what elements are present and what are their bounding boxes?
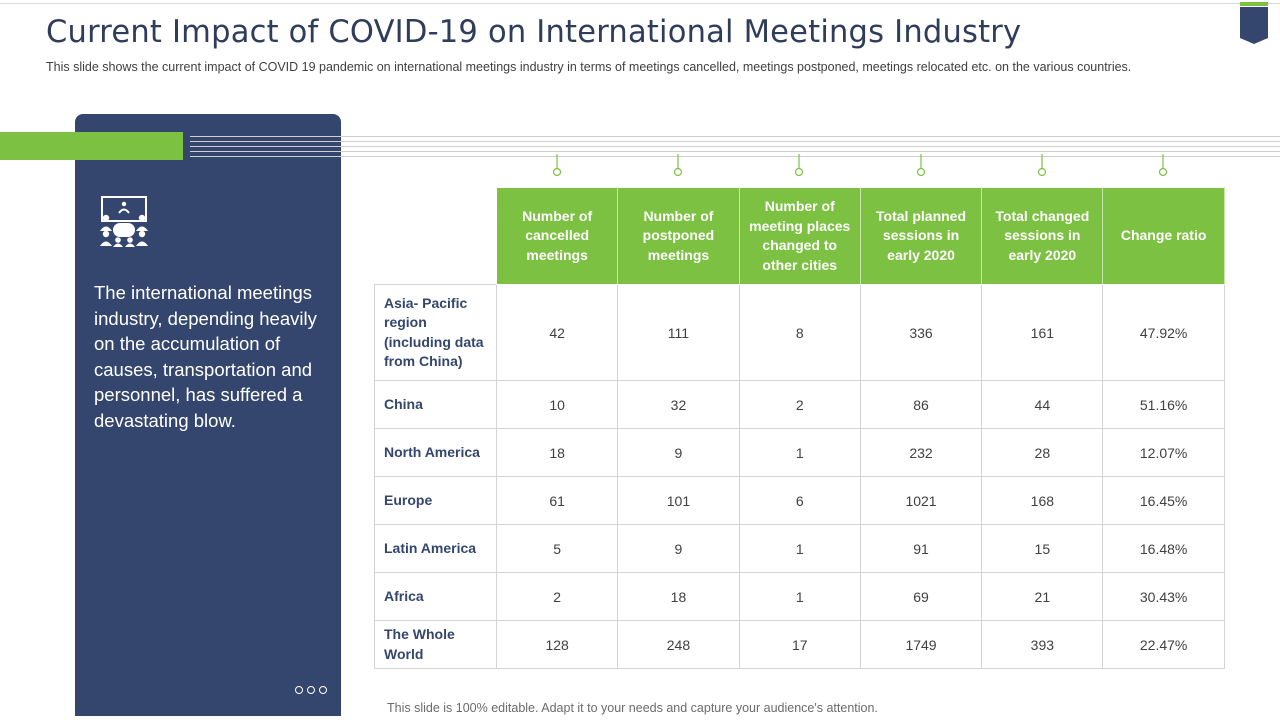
panel-text: The international meetings industry, dep… bbox=[94, 282, 317, 431]
value-cell: 248 bbox=[617, 620, 740, 669]
value-cell: 12.07% bbox=[1102, 428, 1225, 477]
impact-table: Number of cancelled meetings Number of p… bbox=[374, 187, 1225, 669]
region-cell: The Whole World bbox=[374, 620, 497, 669]
table-row: North America 18 9 1 232 28 12.07% bbox=[374, 428, 1225, 477]
footer-note: This slide is 100% editable. Adapt it to… bbox=[387, 701, 878, 715]
value-cell: 232 bbox=[859, 428, 983, 477]
header-planned: Total planned sessions in early 2020 bbox=[859, 187, 983, 285]
value-cell: 30.43% bbox=[1102, 572, 1225, 621]
value-cell: 86 bbox=[859, 380, 983, 429]
dot-icon bbox=[319, 686, 327, 694]
value-cell: 1021 bbox=[859, 476, 983, 525]
value-cell: 15 bbox=[981, 524, 1104, 573]
value-cell: 51.16% bbox=[1102, 380, 1225, 429]
decorative-stripes bbox=[190, 136, 1280, 160]
table-row: The Whole World 128 248 17 1749 393 22.4… bbox=[374, 620, 1225, 669]
table-header-row: Number of cancelled meetings Number of p… bbox=[374, 187, 1225, 285]
value-cell: 16.48% bbox=[1102, 524, 1225, 573]
region-cell: Asia- Pacific region (including data fro… bbox=[374, 284, 497, 381]
value-cell: 168 bbox=[981, 476, 1104, 525]
meeting-room-icon bbox=[100, 196, 148, 247]
value-cell: 1 bbox=[738, 572, 861, 621]
region-cell: China bbox=[374, 380, 497, 429]
value-cell: 18 bbox=[617, 572, 740, 621]
value-cell: 16.45% bbox=[1102, 476, 1225, 525]
value-cell: 393 bbox=[981, 620, 1104, 669]
header-relocated: Number of meeting places changed to othe… bbox=[738, 187, 861, 285]
value-cell: 69 bbox=[859, 572, 983, 621]
value-cell: 28 bbox=[981, 428, 1104, 477]
dot-icon bbox=[307, 686, 315, 694]
header-cancelled: Number of cancelled meetings bbox=[495, 187, 619, 285]
value-cell: 22.47% bbox=[1102, 620, 1225, 669]
value-cell: 101 bbox=[617, 476, 740, 525]
value-cell: 111 bbox=[617, 284, 740, 381]
region-cell: Africa bbox=[374, 572, 497, 621]
value-cell: 8 bbox=[738, 284, 861, 381]
table-row: Latin America 5 9 1 91 15 16.48% bbox=[374, 524, 1225, 573]
value-cell: 1 bbox=[738, 428, 861, 477]
value-cell: 5 bbox=[495, 524, 619, 573]
value-cell: 47.92% bbox=[1102, 284, 1225, 381]
value-cell: 42 bbox=[495, 284, 619, 381]
table-row: Europe 61 101 6 1021 168 16.45% bbox=[374, 476, 1225, 525]
value-cell: 18 bbox=[495, 428, 619, 477]
pagination-dots bbox=[295, 686, 327, 694]
header-postponed: Number of postponed meetings bbox=[617, 187, 740, 285]
value-cell: 161 bbox=[981, 284, 1104, 381]
table-row: China 10 32 2 86 44 51.16% bbox=[374, 380, 1225, 429]
accent-bar bbox=[0, 132, 183, 160]
region-cell: Latin America bbox=[374, 524, 497, 573]
value-cell: 44 bbox=[981, 380, 1104, 429]
slide-title: Current Impact of COVID-19 on Internatio… bbox=[46, 14, 1022, 50]
value-cell: 9 bbox=[617, 524, 740, 573]
table-row: Africa 2 18 1 69 21 30.43% bbox=[374, 572, 1225, 621]
value-cell: 128 bbox=[495, 620, 619, 669]
header-corner bbox=[374, 187, 497, 285]
value-cell: 2 bbox=[495, 572, 619, 621]
slide-subtitle: This slide shows the current impact of C… bbox=[46, 60, 1132, 74]
header-changed: Total changed sessions in early 2020 bbox=[981, 187, 1104, 285]
table-row: Asia- Pacific region (including data fro… bbox=[374, 284, 1225, 381]
value-cell: 10 bbox=[495, 380, 619, 429]
region-cell: Europe bbox=[374, 476, 497, 525]
value-cell: 9 bbox=[617, 428, 740, 477]
region-cell: North America bbox=[374, 428, 497, 477]
value-cell: 21 bbox=[981, 572, 1104, 621]
side-panel bbox=[75, 114, 341, 716]
header-ratio: Change ratio bbox=[1102, 187, 1225, 285]
value-cell: 6 bbox=[738, 476, 861, 525]
value-cell: 32 bbox=[617, 380, 740, 429]
value-cell: 61 bbox=[495, 476, 619, 525]
dot-icon bbox=[295, 686, 303, 694]
value-cell: 336 bbox=[859, 284, 983, 381]
value-cell: 91 bbox=[859, 524, 983, 573]
value-cell: 2 bbox=[738, 380, 861, 429]
value-cell: 17 bbox=[738, 620, 861, 669]
value-cell: 1749 bbox=[859, 620, 983, 669]
bookmark-icon bbox=[1240, 2, 1268, 44]
top-rule bbox=[0, 3, 1280, 4]
value-cell: 1 bbox=[738, 524, 861, 573]
